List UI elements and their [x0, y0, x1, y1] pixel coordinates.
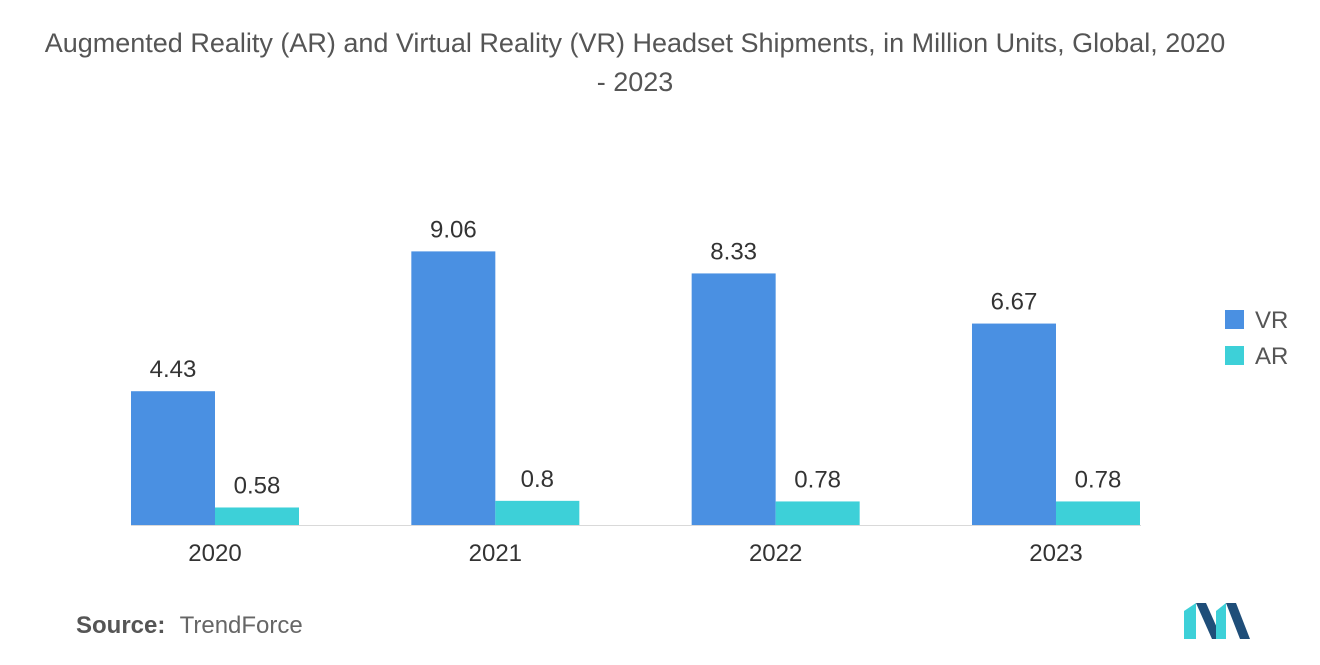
value-label-ar-2022: 0.78 [794, 466, 841, 493]
source-note: Source: TrendForce [76, 612, 303, 640]
bar-vr-2022 [691, 273, 776, 525]
x-tick-label-2023: 2023 [1029, 540, 1082, 567]
legend-label-ar: AR [1255, 343, 1288, 370]
bars-group [131, 251, 1140, 525]
legend-swatch-vr [1225, 310, 1244, 329]
value-labels-group: 4.43 0.58 9.06 0.8 8.33 0.78 6.67 0.78 [150, 216, 1122, 499]
x-tick-label-2020: 2020 [188, 540, 241, 567]
bar-vr-2023 [971, 323, 1056, 525]
value-label-vr-2023: 6.67 [991, 289, 1038, 316]
value-label-ar-2020: 0.58 [234, 472, 281, 499]
bar-vr-2020 [131, 391, 215, 525]
chart-title: Augmented Reality (AR) and Virtual Reali… [44, 28, 1226, 97]
legend: VR AR [1225, 307, 1288, 370]
value-label-vr-2021: 9.06 [430, 216, 477, 243]
legend-label-vr: VR [1255, 307, 1288, 334]
bar-vr-2021 [411, 251, 496, 525]
mordor-logo-icon [1184, 603, 1250, 639]
x-tick-label-2022: 2022 [749, 540, 802, 567]
bar-ar-2022 [775, 501, 860, 525]
value-label-vr-2022: 8.33 [710, 238, 757, 265]
bar-ar-2023 [1055, 501, 1140, 525]
source-label: Source: [76, 612, 166, 639]
value-label-vr-2020: 4.43 [150, 356, 197, 383]
bar-ar-2020 [215, 507, 299, 525]
bar-ar-2021 [495, 500, 580, 525]
x-tick-label-2021: 2021 [469, 540, 522, 567]
x-tick-labels-group: 2020 2021 2022 2023 [188, 540, 1082, 567]
legend-swatch-ar [1225, 346, 1244, 365]
source-value: TrendForce [179, 612, 303, 639]
value-label-ar-2023: 0.78 [1075, 466, 1122, 493]
value-label-ar-2021: 0.8 [521, 466, 554, 493]
